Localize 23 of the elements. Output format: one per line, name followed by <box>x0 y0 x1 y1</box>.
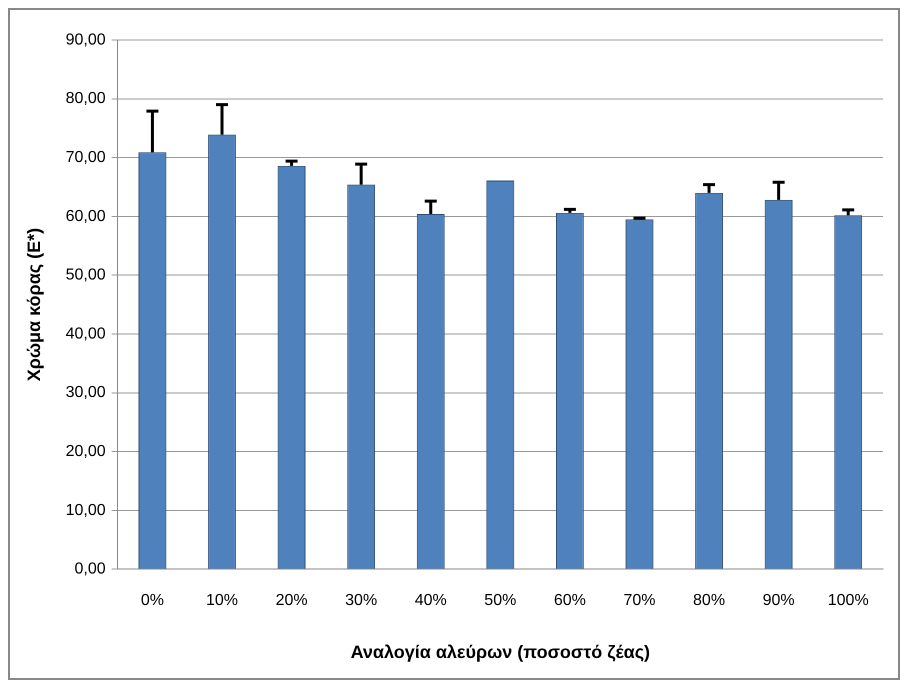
x-tick-label: 10% <box>206 592 238 610</box>
x-tick-label: 80% <box>693 592 726 610</box>
x-tick-label: 70% <box>623 592 656 610</box>
x-tick-label: 20% <box>276 592 308 610</box>
x-axis-title: Αναλογία αλεύρων (ποσοστό ζέας) <box>350 642 650 662</box>
y-tick-label: 0,00 <box>74 560 106 578</box>
x-tick-label: 60% <box>554 592 586 610</box>
y-tick-label: 50,00 <box>66 266 106 284</box>
x-tick-label: 0% <box>140 592 164 610</box>
x-tick-label: 90% <box>762 592 795 610</box>
y-tick-label: 40,00 <box>66 325 106 342</box>
y-tick-label: 70,00 <box>66 149 106 166</box>
y-tick-label: 60,00 <box>66 208 106 225</box>
x-tick-label: 50% <box>484 592 516 610</box>
y-tick-label: 30,00 <box>66 384 106 402</box>
y-axis-title: Χρώμα κόρας (E*) <box>24 228 44 382</box>
x-tick-label: 40% <box>414 592 447 610</box>
x-tick-label: 30% <box>345 592 378 610</box>
x-tick-label: 100% <box>828 592 869 610</box>
y-tick-label: 80,00 <box>66 90 106 108</box>
y-tick-label: 20,00 <box>66 443 106 460</box>
y-tick-label: 10,00 <box>66 502 106 519</box>
y-tick-label: 90,00 <box>66 31 106 48</box>
